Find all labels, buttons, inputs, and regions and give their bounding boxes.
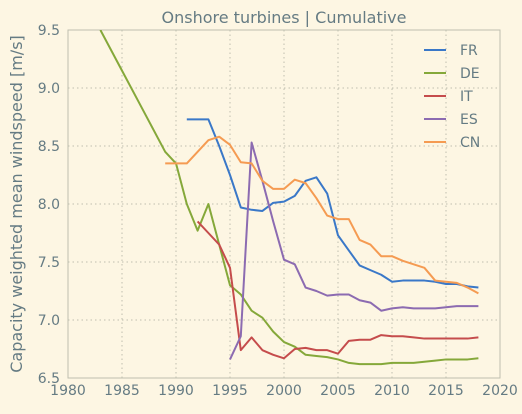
x-tick-label: 2020 — [482, 383, 518, 399]
tick-labels: 1980 1985 1990 1995 2000 2005 2010 2015 2020 6.5 7… — [38, 23, 518, 399]
series-line-fr — [186, 118, 479, 289]
y-tick-label: 9.0 — [38, 81, 60, 97]
legend: FR DE IT ES CN — [424, 43, 480, 151]
series-line-it — [196, 220, 479, 360]
x-tick-label: 1995 — [212, 383, 248, 399]
y-tick-label: 6.5 — [38, 371, 60, 387]
y-tick-label: 7.5 — [38, 255, 60, 271]
x-tick-label: 1990 — [158, 383, 194, 399]
legend-label-fr: FR — [460, 43, 478, 59]
legend-label-de: DE — [460, 66, 480, 82]
plot-frame — [67, 29, 501, 379]
y-tick-label: 8.0 — [38, 197, 60, 213]
y-tick-label: 8.5 — [38, 139, 60, 155]
x-tick-label: 1985 — [104, 383, 140, 399]
y-axis-title: Capacity weighted mean windspeed [m/s] — [7, 35, 26, 373]
series-line-de — [99, 30, 479, 366]
legend-label-it: IT — [460, 89, 473, 105]
x-tick-label: 2000 — [266, 383, 302, 399]
legend-label-es: ES — [460, 112, 478, 128]
legend-label-cn: CN — [460, 135, 480, 151]
grid — [68, 30, 500, 378]
x-tick-label: 2010 — [374, 383, 410, 399]
series-lines — [99, 30, 479, 366]
x-tick-label: 2015 — [428, 383, 464, 399]
series-line-cn — [165, 135, 479, 295]
y-tick-label: 9.5 — [38, 23, 60, 39]
y-tick-label: 7.0 — [38, 313, 60, 329]
chart-title: Onshore turbines | Cumulative — [162, 8, 407, 27]
x-tick-label: 2005 — [320, 383, 356, 399]
x-tick-label: 1980 — [50, 383, 86, 399]
series-line-es — [229, 141, 479, 360]
